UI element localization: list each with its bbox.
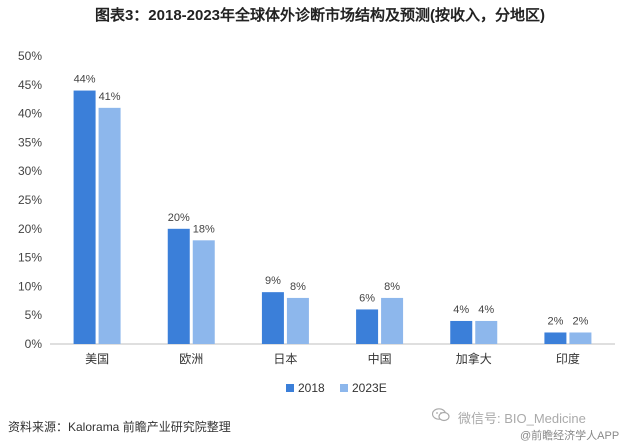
bar bbox=[569, 332, 592, 344]
wechat-id: 微信号: BIO_Medicine bbox=[458, 411, 586, 426]
y-axis: 0% 5% 10% 15% 20% 25% 30% 35% 40% 45% 50% bbox=[18, 49, 42, 351]
x-tick-label: 加拿大 bbox=[456, 351, 492, 366]
x-tick-label: 中国 bbox=[368, 351, 392, 366]
y-tick-label: 5% bbox=[25, 308, 43, 322]
legend: 2018 2023E bbox=[286, 381, 387, 395]
x-tick-label: 日本 bbox=[273, 352, 297, 366]
watermark: 微信号: BIO_Medicine @前瞻经济学人APP bbox=[428, 404, 638, 444]
bar bbox=[192, 240, 215, 344]
x-axis: 美国 欧洲 日本 中国 加拿大 印度 bbox=[50, 343, 615, 366]
y-tick-label: 50% bbox=[18, 49, 42, 63]
y-tick-label: 40% bbox=[18, 107, 42, 121]
legend-label: 2023E bbox=[352, 381, 387, 395]
data-label: 4% bbox=[453, 304, 469, 316]
data-label: 2% bbox=[572, 315, 588, 327]
bar bbox=[73, 90, 96, 344]
data-label: 4% bbox=[478, 304, 494, 316]
data-label: 18% bbox=[193, 223, 215, 235]
data-label: 20% bbox=[168, 212, 190, 224]
y-tick-label: 15% bbox=[18, 251, 42, 265]
bar bbox=[450, 320, 473, 344]
y-tick-label: 20% bbox=[18, 222, 42, 236]
data-label: 41% bbox=[99, 91, 121, 103]
y-tick-label: 0% bbox=[25, 337, 43, 351]
bar bbox=[356, 309, 379, 344]
x-tick-label: 印度 bbox=[556, 351, 580, 366]
data-label: 8% bbox=[384, 281, 400, 293]
chart-title: 图表3：2018-2023年全球体外诊断市场结构及预测(按收入，分地区) bbox=[94, 7, 546, 24]
y-tick-label: 10% bbox=[18, 279, 42, 293]
x-tick-label: 欧洲 bbox=[179, 352, 203, 366]
y-tick-label: 25% bbox=[18, 193, 42, 207]
bar bbox=[286, 297, 309, 344]
bar bbox=[381, 297, 404, 344]
bars bbox=[73, 90, 592, 344]
bar bbox=[261, 292, 284, 344]
y-tick-label: 45% bbox=[18, 78, 42, 92]
source-note: 资料来源：Kalorama 前瞻产业研究院整理 bbox=[8, 420, 231, 434]
data-label: 2% bbox=[547, 315, 563, 327]
wechat-icon bbox=[432, 408, 450, 422]
bar bbox=[544, 332, 567, 344]
data-label: 9% bbox=[265, 275, 281, 287]
data-label: 6% bbox=[359, 292, 375, 304]
legend-swatch bbox=[340, 384, 348, 392]
data-label: 8% bbox=[290, 281, 306, 293]
bar bbox=[98, 107, 121, 344]
y-tick-label: 35% bbox=[18, 135, 42, 149]
data-label: 44% bbox=[74, 74, 96, 86]
legend-swatch bbox=[286, 384, 294, 392]
y-tick-label: 30% bbox=[18, 164, 42, 178]
bar-labels: 44%41% 20%18% 9% 8% 6% 8% 4% 4% 2% 2% bbox=[74, 74, 589, 328]
bar bbox=[475, 320, 498, 344]
app-watermark: @前瞻经济学人APP bbox=[520, 430, 620, 442]
bar bbox=[167, 228, 190, 344]
x-tick-label: 美国 bbox=[85, 352, 109, 366]
legend-label: 2018 bbox=[298, 381, 325, 395]
